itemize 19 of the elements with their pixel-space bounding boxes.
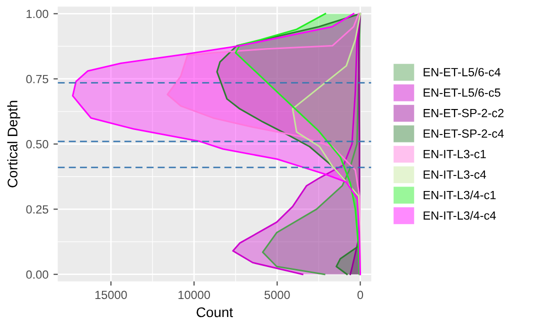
x-tick-label: 10000	[178, 290, 210, 300]
legend-label: EN-ET-SP-2-c2	[424, 108, 504, 118]
x-tick-label: 0	[357, 290, 364, 300]
y-axis-title: Cortical Depth	[7, 100, 20, 188]
y-tick-label: 0.75	[26, 74, 48, 84]
x-tick-label: 15000	[95, 290, 127, 300]
legend-label: EN-IT-L3/4-c4	[424, 211, 496, 220]
y-tick-label: 0.50	[26, 140, 48, 148]
legend-label: EN-IT-L3-c4	[424, 170, 486, 179]
x-tick-label: 5000	[264, 290, 290, 300]
legend-label: EN-ET-L5/6-c5	[424, 88, 500, 97]
y-tick-label: 0.00	[26, 270, 48, 279]
y-tick-label: 0.25	[26, 205, 48, 214]
legend-label: EN-ET-SP-2-c4	[424, 129, 504, 138]
x-axis-title: Count	[196, 307, 233, 318]
legend-label: EN-ET-L5/6-c4	[424, 68, 500, 76]
legend-label: EN-IT-L3/4-c1	[424, 190, 496, 200]
legend-label: EN-IT-L3-c1	[424, 150, 486, 158]
y-tick-label: 1.00	[26, 10, 48, 18]
